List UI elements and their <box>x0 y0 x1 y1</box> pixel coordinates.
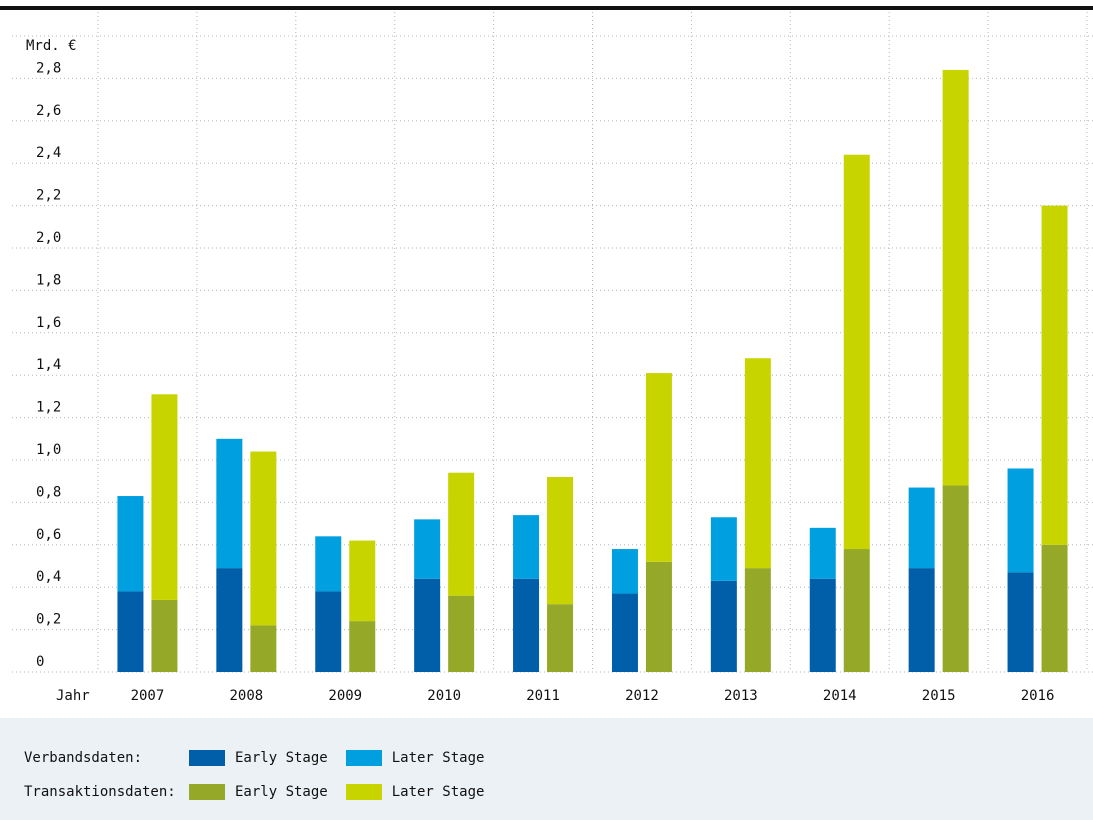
legend-swatch <box>345 784 382 800</box>
chart-area: 0 0,2 0,4 0,6 0,8 1,0 1,2 1,4 1,6 1,8 2,0 2,2 2,4 2,6… <box>0 0 1093 718</box>
y-tick-label: 1,6 <box>36 315 61 331</box>
bar-segment <box>414 578 441 672</box>
bar-segment <box>117 591 144 672</box>
bar-segment <box>250 625 277 672</box>
legend-item: Later Stage <box>345 784 485 800</box>
y-tick-label: 1,4 <box>36 357 61 373</box>
bar-segment <box>1007 572 1034 672</box>
x-tick-label: 2015 <box>922 688 956 704</box>
legend-item: Early Stage <box>189 750 328 766</box>
legend-swatch <box>189 750 225 766</box>
x-axis-label: Jahr <box>56 688 90 704</box>
y-tick-label: 2,8 <box>36 60 61 76</box>
bar-segment <box>349 621 376 672</box>
y-tick-label: 2,6 <box>36 103 61 119</box>
y-tick-label: 1,0 <box>36 442 61 458</box>
y-tick-label: 0,8 <box>36 484 61 500</box>
bar-segment <box>513 578 540 672</box>
x-tick-label: 2013 <box>724 688 758 704</box>
bar-segment <box>216 438 243 569</box>
x-tick-label: 2011 <box>526 688 560 704</box>
bar-segment <box>414 519 441 579</box>
y-tick-label: 1,8 <box>36 272 61 288</box>
bar-segment <box>151 394 178 600</box>
bar-segment <box>151 599 178 672</box>
legend-swatch <box>345 750 382 766</box>
bar-segment <box>1041 544 1068 672</box>
y-tick-label: 2,0 <box>36 230 61 246</box>
bar-segment <box>710 517 737 581</box>
legend-item-label: Early Stage <box>235 750 328 766</box>
bar-segment <box>611 593 638 672</box>
bar-segment <box>250 451 277 626</box>
bar-segment <box>744 568 771 672</box>
bar-segment <box>645 561 672 672</box>
legend: Verbandsdaten: Early Stage Later Stage T… <box>0 718 1093 820</box>
y-tick-label: 0,4 <box>36 569 61 585</box>
x-tick-label: 2008 <box>229 688 263 704</box>
bar-segment <box>1041 205 1068 545</box>
bar-segment <box>843 549 870 672</box>
bar-segment <box>315 591 342 672</box>
y-tick-label: 1,2 <box>36 400 61 416</box>
bar-segment <box>547 476 574 605</box>
bar-segment <box>117 496 144 592</box>
bar-segment <box>908 568 935 672</box>
legend-row-label: Transaktionsdaten: <box>24 784 176 800</box>
legend-item-label: Later Stage <box>391 784 485 800</box>
bar-segment <box>809 527 836 579</box>
y-tick-label: 0,2 <box>36 612 61 628</box>
legend-item-label: Early Stage <box>235 784 328 800</box>
legend-item-label: Later Stage <box>391 750 485 766</box>
bar-segment <box>809 578 836 672</box>
bar-segment <box>843 154 870 550</box>
top-rule <box>0 6 1093 10</box>
bar-segment <box>448 595 475 672</box>
bar-segment <box>1007 468 1034 573</box>
x-tick-label: 2010 <box>427 688 461 704</box>
x-tick-label: 2007 <box>131 688 165 704</box>
bar-segment <box>710 580 737 672</box>
bar-segment <box>513 515 540 579</box>
legend-item: Early Stage <box>189 784 328 800</box>
x-tick-label: 2016 <box>1021 688 1055 704</box>
x-tick-label: 2009 <box>328 688 362 704</box>
bar-segment <box>216 568 243 672</box>
y-unit-label: Mrd. € <box>26 38 77 54</box>
y-tick-label: 0,6 <box>36 527 61 543</box>
x-tick-label: 2014 <box>823 688 857 704</box>
bar-segment <box>908 487 935 569</box>
legend-item: Later Stage <box>345 750 485 766</box>
legend-row-verbandsdaten: Verbandsdaten: Early Stage Later Stage <box>24 746 502 770</box>
y-tick-label: 2,2 <box>36 188 61 204</box>
y-tick-label: 2,4 <box>36 145 61 161</box>
bar-segment <box>315 536 342 592</box>
y-tick-label: 0 <box>36 654 44 670</box>
bar-segment <box>448 472 475 596</box>
legend-swatch <box>189 784 225 800</box>
bar-segment <box>744 358 771 569</box>
legend-row-label: Verbandsdaten: <box>24 750 143 766</box>
bar-segment <box>942 69 969 486</box>
legend-row-transaktionsdaten: Transaktionsdaten: Early Stage Later Sta… <box>24 780 502 804</box>
stacked-bar-chart: 0 0,2 0,4 0,6 0,8 1,0 1,2 1,4 1,6 1,8 2,0 2,2 2,4 2,6… <box>12 12 1093 704</box>
bar-segment <box>547 604 574 672</box>
bar-segment <box>942 485 969 672</box>
bar-segment <box>645 373 672 562</box>
bar-segment <box>349 540 376 622</box>
x-tick-label: 2012 <box>625 688 659 704</box>
bar-segment <box>611 549 638 594</box>
